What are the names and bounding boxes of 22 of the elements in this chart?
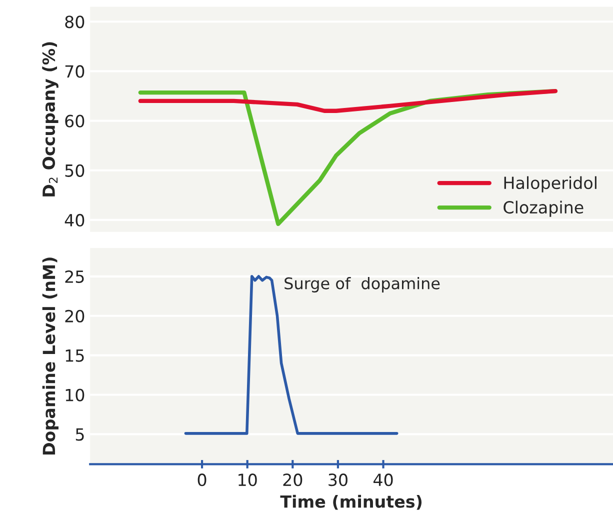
y-tick-label: 10 (66, 388, 84, 402)
line-series (138, 88, 558, 113)
annotation: Surge of dopamine (284, 277, 440, 292)
y-tick-label: 40 (64, 214, 84, 227)
y-tick-label: 50 (65, 164, 84, 177)
y-tick-label: 60 (65, 114, 84, 128)
y-tick-label: 5 (76, 428, 84, 441)
y-axis-title: D$_{2}$ Occupany (%) (42, 42, 58, 196)
y-tick-label: 80 (65, 16, 84, 28)
x-axis-title: Time (minutes) (280, 494, 422, 510)
y-tick-label: 25 (65, 270, 84, 283)
x-tick-label: 10 (238, 474, 257, 486)
legend-label: Clozapine (504, 200, 584, 217)
x-tick-label: 20 (283, 474, 302, 486)
x-tick-label: 0 (198, 474, 206, 486)
x-tick-label: 30 (328, 474, 348, 486)
y-tick-label: 70 (65, 65, 84, 78)
y-tick-label: 15 (66, 349, 84, 362)
legend-label: Haloperidol (504, 176, 596, 192)
y-tick-label: 20 (65, 310, 84, 322)
y-axis-title: Dopamine Level (nM) (42, 258, 58, 454)
x-tick-label: 40 (373, 474, 393, 486)
